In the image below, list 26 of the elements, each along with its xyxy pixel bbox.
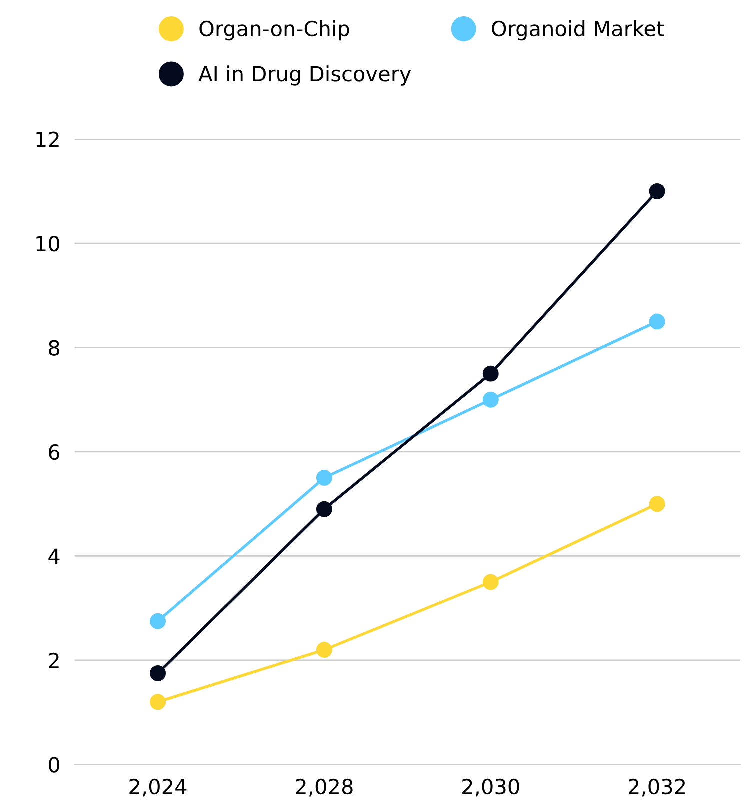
x-tick-label: 2,030 [462,778,520,797]
y-tick-label: 6 [49,444,60,460]
point [482,574,499,590]
y-tick-label: 12 [36,132,59,148]
point [649,183,666,200]
legend-label: AI in Drug Discovery [198,66,412,86]
point [316,501,332,518]
point [316,642,332,658]
x-tick-label: 2,024 [130,778,187,797]
y-tick-label: 8 [49,340,60,356]
point [150,665,166,682]
x-tick-label: 2,028 [296,778,353,797]
point [482,392,499,408]
legend-label: Organoid Market [492,20,664,41]
point [649,314,666,330]
point [150,613,166,630]
y-tick-label: 10 [36,236,60,252]
y-tick-label: 4 [48,548,60,564]
x-tick-label: 2,032 [629,778,686,797]
point [482,366,499,382]
y-tick-label: 0 [49,757,60,773]
point [649,496,666,512]
point [150,694,166,710]
point [316,470,332,486]
y-tick-label: 2 [49,652,59,668]
legend-label: Organ-on-Chip [200,20,350,41]
